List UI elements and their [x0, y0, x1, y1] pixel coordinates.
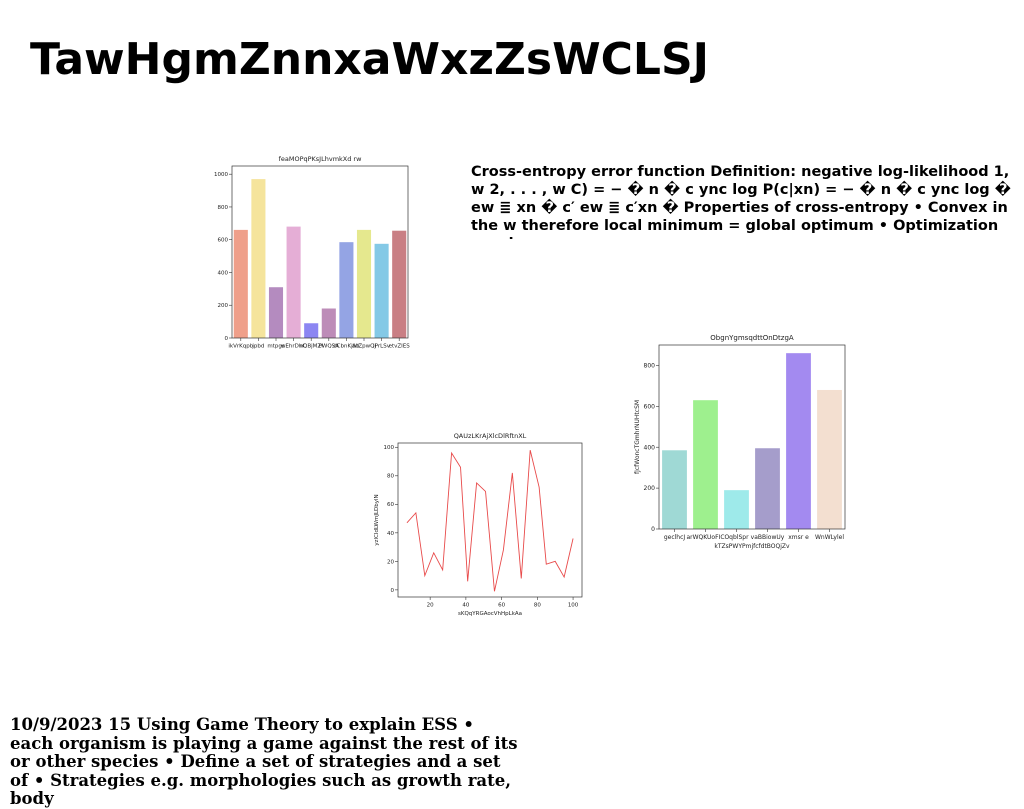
data-line — [406, 450, 574, 592]
bar — [304, 323, 319, 338]
y-tick-label: 400 — [218, 270, 229, 276]
x-tick-label: WnWLylel — [815, 534, 844, 541]
x-tick-label: iPrLSv — [373, 344, 391, 350]
x-tick-label: OqblSpr — [724, 534, 749, 541]
x-tick-label: 40 — [462, 603, 469, 609]
charts: feaMOPqPKsJLhvmkXd rw02004006008001000ik… — [214, 155, 846, 617]
y-tick-label: 80 — [387, 474, 394, 480]
bar — [817, 389, 842, 529]
bar — [724, 490, 749, 529]
bar — [374, 243, 389, 338]
bar — [693, 400, 718, 529]
x-tick-label: ikVrKqpb — [228, 344, 253, 350]
x-tick-label: 100 — [568, 603, 579, 609]
bar — [321, 308, 336, 338]
bar — [286, 226, 301, 338]
plot-frame — [397, 442, 583, 598]
x-tick-label: PWQSA — [319, 344, 340, 350]
chart-title: QAUzLKrAjXlcDlRftnXL — [454, 432, 527, 440]
bar — [339, 242, 354, 338]
plot-frame — [658, 344, 846, 530]
x-tick-label: 60 — [498, 603, 505, 609]
y-tick-label: 800 — [644, 363, 656, 370]
y-tick-label: 200 — [218, 303, 229, 309]
bar — [268, 287, 284, 338]
bar — [392, 230, 407, 338]
y-tick-label: 400 — [644, 444, 656, 451]
footer-text: 10/9/2023 15 Using Game Theory to explai… — [10, 715, 518, 808]
y-tick-label: 40 — [387, 531, 394, 537]
bar — [251, 179, 266, 338]
x-tick-label: etvZIES — [389, 344, 411, 350]
y-tick-label: 200 — [644, 485, 656, 492]
body-text: Cross-entropy error function Definition:… — [471, 164, 1011, 239]
x-tick-label: mtpgs — [267, 344, 284, 350]
y-tick-label: 600 — [644, 403, 656, 410]
y-axis-label: fJcfWoncTGmhrNUHtcSM — [634, 400, 641, 474]
x-tick-label: vaBBiowUy — [751, 534, 785, 541]
y-tick-label: 600 — [218, 238, 229, 244]
bar — [786, 353, 811, 529]
plot-frame — [231, 165, 409, 339]
x-tick-label: wEhrDhC — [281, 344, 306, 350]
bar — [662, 450, 687, 529]
x-tick-label: geclhcJ — [664, 534, 686, 541]
page: TawHgmZnnxaWxzZsWCLSJ Cross-entropy erro… — [10, 34, 1011, 808]
bar — [755, 448, 780, 529]
x-tick-label: acZpwQj — [352, 344, 376, 350]
y-tick-label: 0 — [651, 526, 655, 533]
x-tick-label: dCbnKjlW — [333, 344, 360, 350]
bar — [356, 229, 372, 338]
chart-title: ObgnYgmsqdttOnDtzgA — [710, 334, 794, 342]
x-tick-label: jpbd — [251, 344, 264, 350]
x-tick-label: arWQKUoFIC — [686, 534, 724, 541]
y-tick-label: 0 — [225, 336, 229, 342]
chart-title: feaMOPqPKsJLhvmkXd rw — [279, 155, 363, 163]
x-tick-label: 80 — [534, 603, 541, 609]
x-tick-label: 20 — [427, 603, 434, 609]
bar — [233, 229, 248, 338]
x-tick-label: xmsr e — [788, 534, 809, 541]
x-tick-label: nQBjMZI — [300, 344, 324, 350]
y-tick-label: 800 — [218, 205, 229, 211]
slide-title: TawHgmZnnxaWxzZsWCLSJ — [30, 34, 710, 85]
x-axis-label: kTZsPWYPmjfcfdtBOQjZv — [714, 543, 790, 550]
x-axis-label: sKQqYRGAocVhHpLkAa — [458, 611, 522, 617]
y-tick-label: 20 — [387, 559, 394, 565]
y-tick-label: 60 — [387, 502, 394, 508]
y-tick-label: 100 — [384, 445, 395, 451]
y-tick-label: 0 — [391, 588, 395, 594]
y-axis-label: yzlCIdLWmJLDbylN — [374, 494, 380, 545]
y-tick-label: 1000 — [214, 172, 228, 178]
